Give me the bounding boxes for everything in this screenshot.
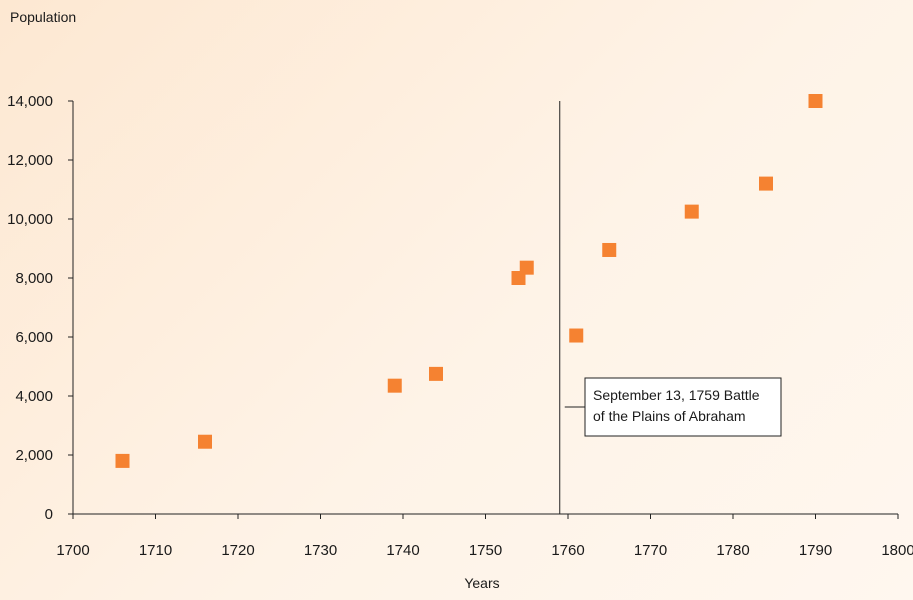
y-tick-label: 4,000 xyxy=(15,388,53,405)
annotation-box xyxy=(584,377,782,437)
y-tick-label: 12,000 xyxy=(7,152,53,169)
y-tick-label: 8,000 xyxy=(15,270,53,287)
data-points xyxy=(115,94,823,468)
x-tick-label: 1760 xyxy=(551,542,584,559)
x-tick-label: 1710 xyxy=(139,542,172,559)
data-point xyxy=(198,434,212,449)
x-tick-label: 1730 xyxy=(304,542,337,559)
y-tick-label: 2,000 xyxy=(15,447,53,464)
y-tick-label: 6,000 xyxy=(15,329,53,346)
x-tick-label: 1800 xyxy=(881,542,913,559)
axes: 0 2,000 4,000 6,000 8,000 10,000 12,000 14,000 1… xyxy=(7,93,913,559)
y-axis-title: Population xyxy=(10,9,76,25)
data-point xyxy=(429,366,443,381)
data-point xyxy=(387,378,402,393)
data-point xyxy=(759,176,773,191)
x-tick-label: 1740 xyxy=(386,542,419,559)
annotation-text: of the Plains of Abraham xyxy=(593,408,746,424)
data-point xyxy=(519,260,534,275)
x-tick-label: 1770 xyxy=(634,542,667,559)
y-tick-label: 14,000 xyxy=(7,93,53,110)
x-axis-title: Years xyxy=(464,575,499,591)
x-tick-label: 1750 xyxy=(469,542,502,559)
x-tick-label: 1700 xyxy=(56,542,89,559)
y-tick-label: 0 xyxy=(45,506,53,523)
x-tick-label: 1780 xyxy=(716,542,749,559)
y-tick-label: 10,000 xyxy=(7,211,53,228)
annotation-layer: September 13, 1759 Battle of the Plains o… xyxy=(559,101,782,514)
data-point xyxy=(684,204,699,219)
data-point xyxy=(602,242,617,257)
data-point xyxy=(808,94,823,108)
data-point xyxy=(569,328,584,343)
x-tick-label: 1720 xyxy=(221,542,254,559)
x-tick-label: 1790 xyxy=(799,542,832,559)
data-point xyxy=(115,453,130,468)
annotation-text: September 13, 1759 Battle xyxy=(593,387,760,403)
